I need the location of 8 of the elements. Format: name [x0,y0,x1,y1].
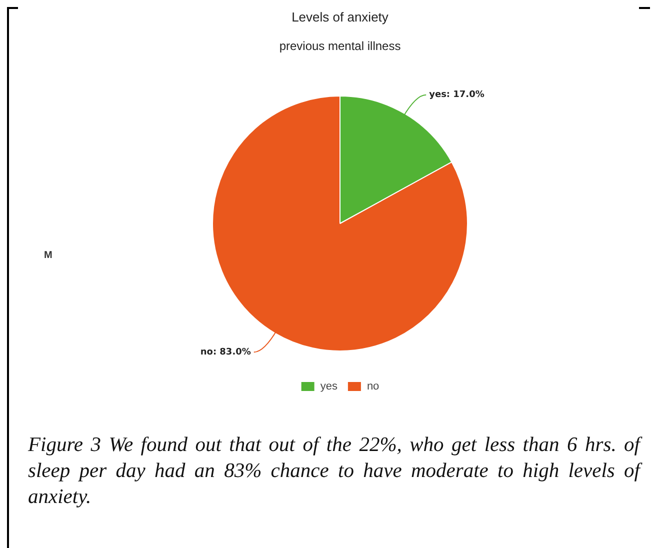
chart-subtitle: previous mental illness [279,39,401,54]
data-label: yes: 17.0% [429,90,484,100]
caption: Figure 3 We found out that out of the 22%, who get less than 6 hrs. of sleep per day had an 83% chance to have moderate to high levels of anxiety. [28,433,640,510]
data-label: no: 83.0% [200,348,251,358]
chart-title: Levels of anxiety [292,9,389,24]
legend-label: no [366,380,380,393]
text: M [44,250,52,261]
legend-label: yes [320,380,338,393]
